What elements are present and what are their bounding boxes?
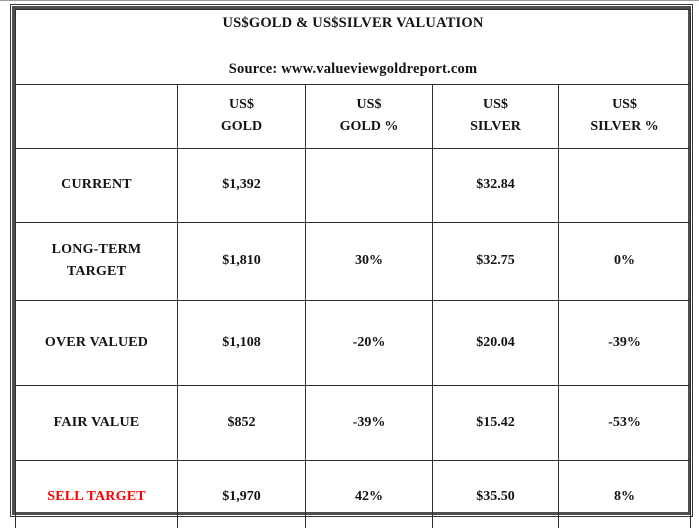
column-header-gold: US$ GOLD — [177, 83, 306, 149]
corner-cell — [15, 83, 178, 149]
cell-sell-target-gold-pct: 42% — [305, 459, 433, 528]
cell-current-silver-pct — [557, 147, 692, 223]
cell-fair-value-gold-pct: -39% — [305, 384, 433, 461]
valuation-table: US$GOLD & US$SILVER VALUATION Source: ww… — [14, 9, 692, 528]
valuation-table-frame: US$GOLD & US$SILVER VALUATION Source: ww… — [10, 4, 693, 528]
row-label-fair-value: FAIR VALUE — [15, 384, 178, 461]
table-row-over-valued: OVER VALUED $1,108 -20% $20.04 -39% — [15, 299, 692, 386]
table-title: US$GOLD & US$SILVER VALUATION — [222, 15, 484, 31]
cell-sell-target-silver-pct: 8% — [557, 459, 692, 528]
column-header-silver-pct: US$ SILVER % — [557, 83, 692, 149]
valuation-table-inner-frame: US$GOLD & US$SILVER VALUATION Source: ww… — [12, 6, 692, 528]
cell-long-term-silver: $32.75 — [432, 221, 559, 301]
cell-over-valued-silver-pct: -39% — [557, 299, 692, 386]
row-label-current: CURRENT — [15, 147, 178, 223]
cell-sell-target-silver: $35.50 — [432, 459, 559, 528]
row-label-over-valued: OVER VALUED — [15, 299, 178, 386]
cell-current-gold-pct — [305, 147, 433, 223]
table-row-long-term-target: LONG-TERM TARGET $1,810 30% $32.75 0% — [15, 221, 692, 301]
cell-over-valued-gold-pct: -20% — [305, 299, 433, 386]
table-row-current: CURRENT $1,392 $32.84 — [15, 147, 692, 223]
table-row-sell-target: SELL TARGET $1,970 42% $35.50 8% — [15, 459, 692, 528]
cell-over-valued-silver: $20.04 — [432, 299, 559, 386]
cell-long-term-gold-pct: 30% — [305, 221, 433, 301]
column-header-gold-pct: US$ GOLD % — [305, 83, 433, 149]
table-source: Source: www.valueviewgoldreport.com — [228, 61, 478, 78]
row-label-sell-target: SELL TARGET — [15, 459, 178, 528]
cell-fair-value-silver: $15.42 — [432, 384, 559, 461]
cell-sell-target-gold: $1,970 — [177, 459, 306, 528]
table-title-cell: US$GOLD & US$SILVER VALUATION Source: ww… — [14, 9, 692, 85]
cell-fair-value-silver-pct: -53% — [557, 384, 692, 461]
cell-over-valued-gold: $1,108 — [177, 299, 306, 386]
cell-fair-value-gold: $852 — [177, 384, 306, 461]
cell-current-gold: $1,392 — [177, 147, 306, 223]
image-crop-edge — [0, 0, 699, 1]
table-row-fair-value: FAIR VALUE $852 -39% $15.42 -53% — [15, 384, 692, 461]
cell-long-term-silver-pct: 0% — [557, 221, 692, 301]
row-label-long-term-target: LONG-TERM TARGET — [15, 221, 178, 301]
column-header-silver: US$ SILVER — [432, 83, 559, 149]
cell-current-silver: $32.84 — [432, 147, 559, 223]
cell-long-term-gold: $1,810 — [177, 221, 306, 301]
